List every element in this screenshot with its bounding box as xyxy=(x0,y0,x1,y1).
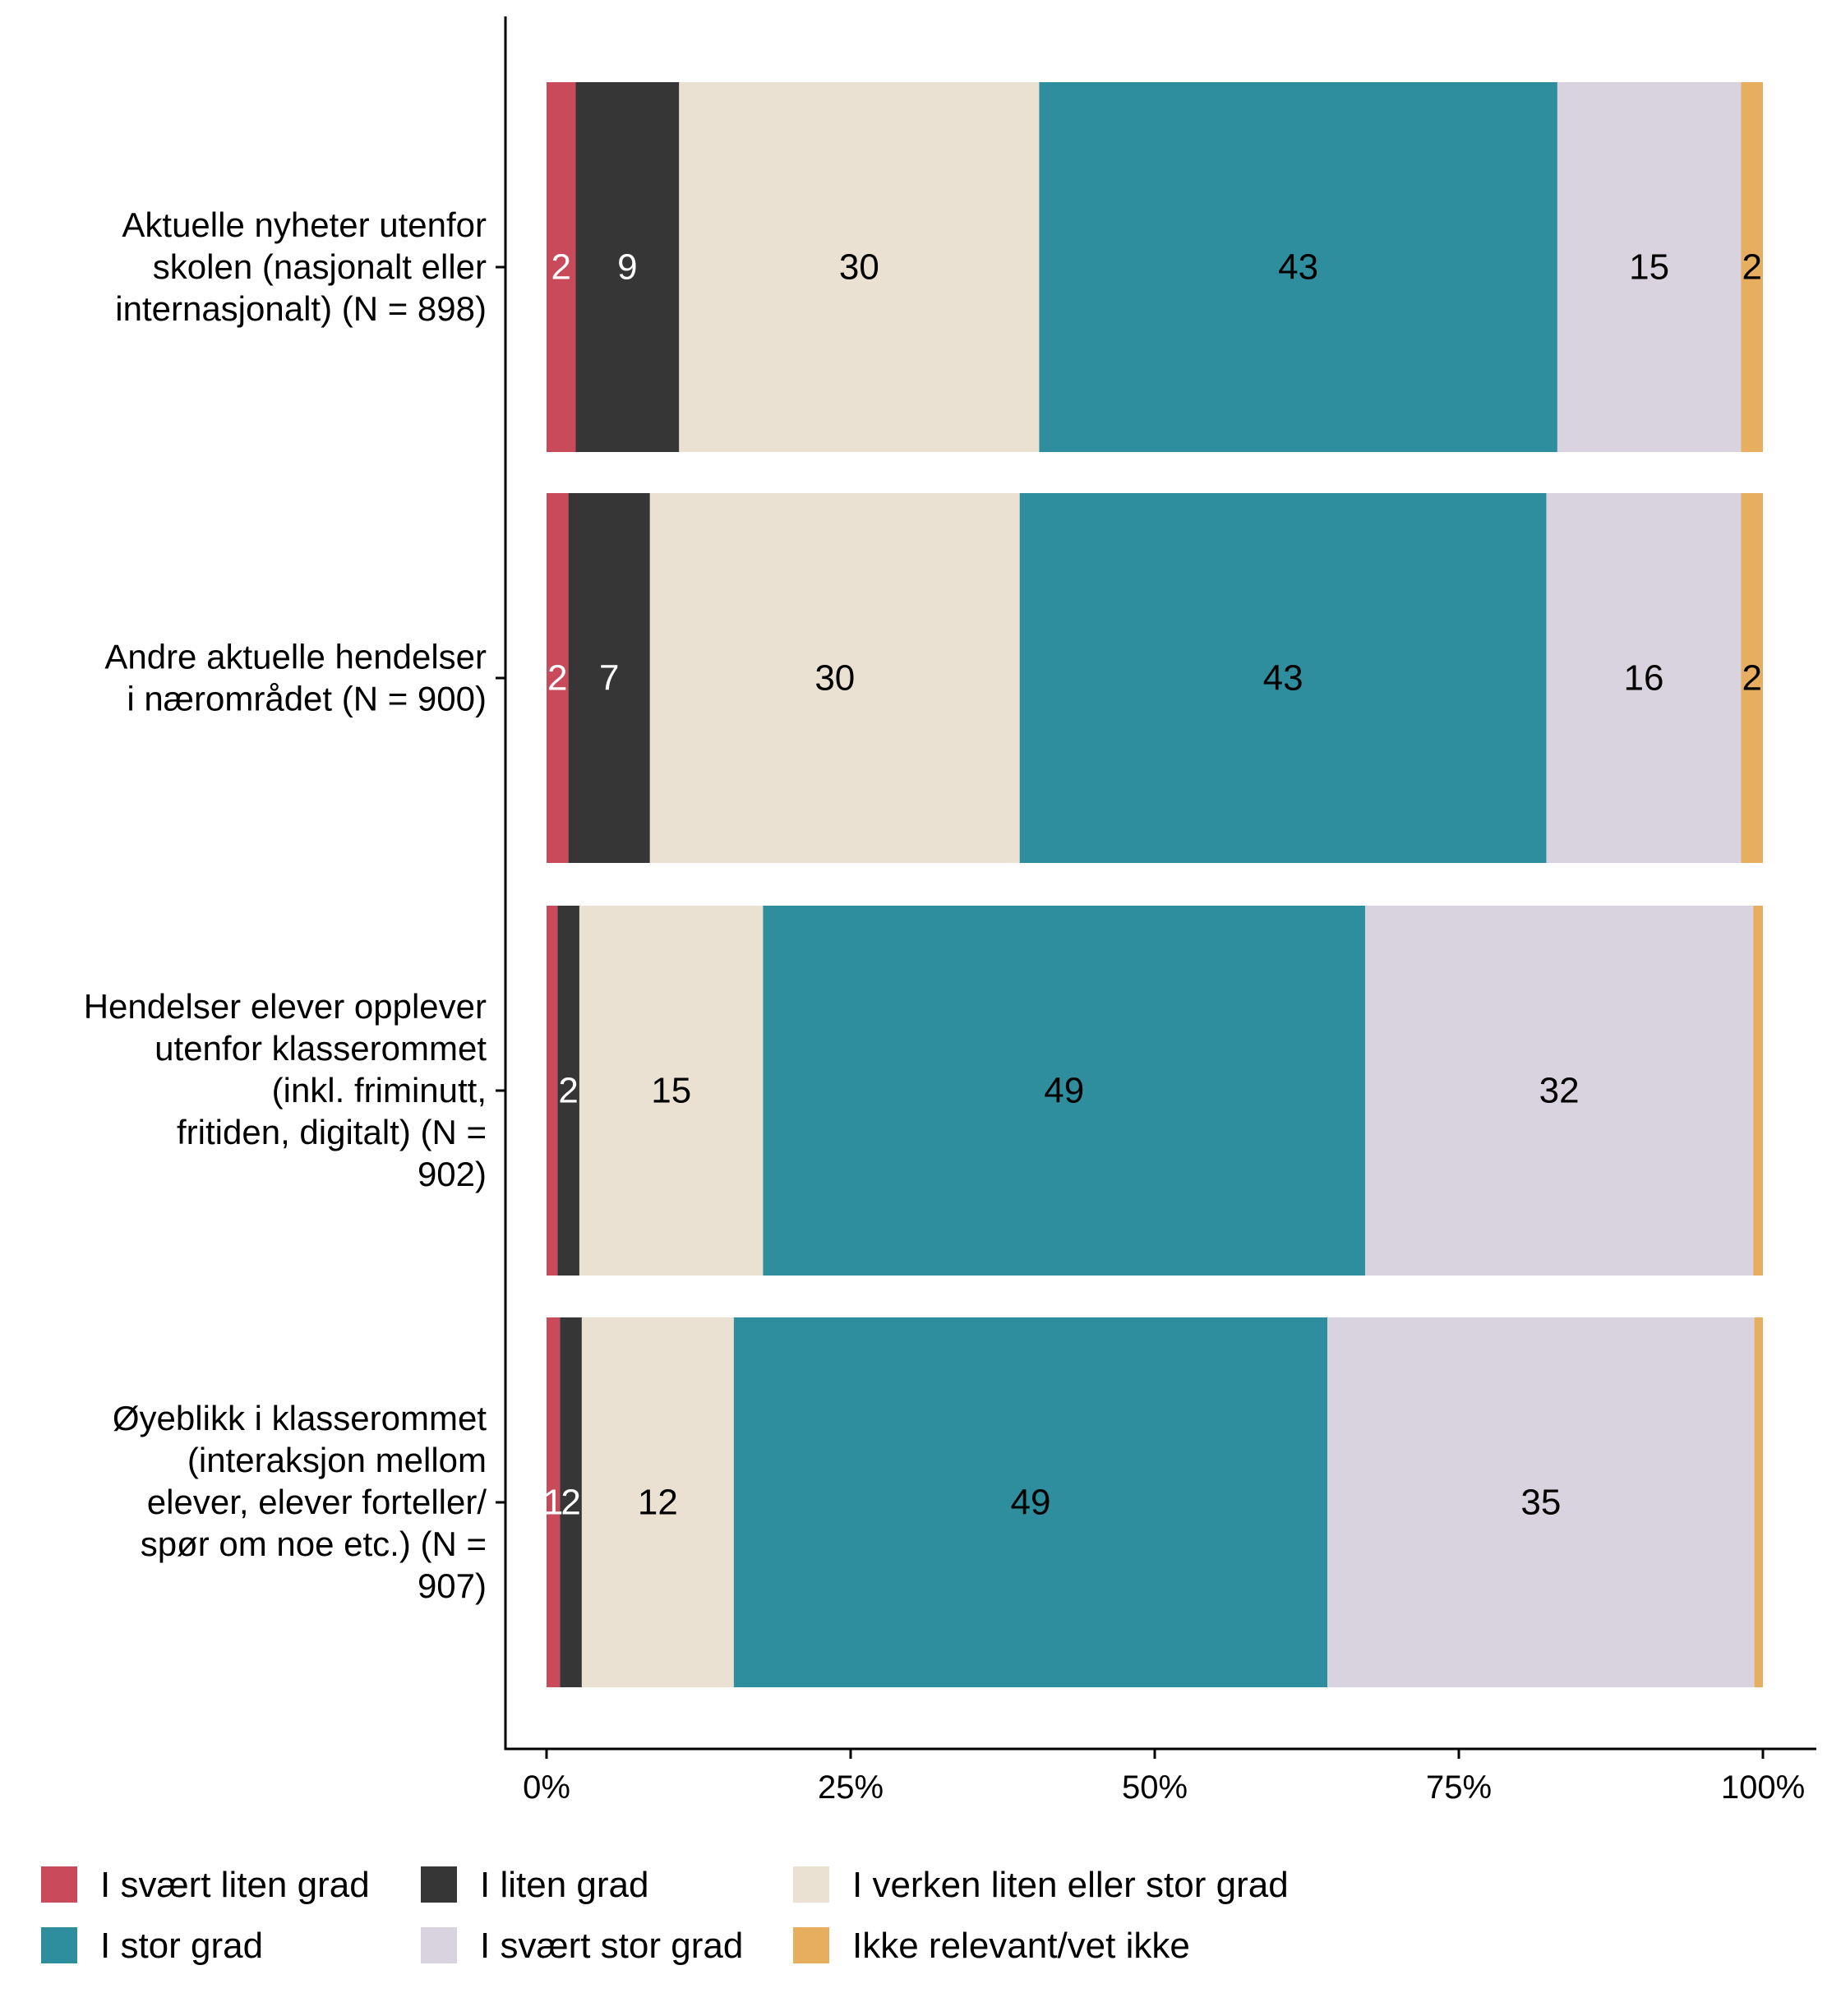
bar-value-label: 2 xyxy=(551,247,571,288)
category-label: Øyeblikk i klasserommet (interaksjon mell… xyxy=(113,1399,487,1605)
bar-segment xyxy=(1039,82,1557,452)
bar-segment xyxy=(579,906,764,1276)
bar-value-label: 7 xyxy=(599,658,619,699)
bar-value-label: 2 xyxy=(1742,247,1761,288)
legend-label: I stor grad xyxy=(100,1926,263,1966)
legend: I svært liten grad I liten grad I verken l… xyxy=(41,1865,1289,1966)
bar-segment xyxy=(1327,1317,1755,1687)
category-label: Hendelser elever opplever utenfor klasser… xyxy=(84,987,487,1193)
bar-value-label: 2 xyxy=(1742,658,1761,699)
legend-label: I liten grad xyxy=(480,1865,648,1905)
bar-segment xyxy=(733,1317,1328,1687)
legend-item: I stor grad xyxy=(41,1926,263,1966)
x-tick-label: 25% xyxy=(818,1769,884,1806)
legend-swatch xyxy=(41,1927,77,1963)
bar-segment xyxy=(1557,82,1742,452)
bar-value-label: 43 xyxy=(1263,658,1303,699)
bar-segment xyxy=(547,1317,561,1687)
bar-value-label: 43 xyxy=(1278,247,1318,288)
bar-value-label: 15 xyxy=(651,1071,691,1111)
axes-layer: 0% 25% 50% 75% 100% xyxy=(496,16,1816,1806)
category-label: Andre aktuelle hendelser i nærområdet (N … xyxy=(104,638,487,718)
category-labels-layer: Aktuelle nyheter utenfor skolen (nasjonal… xyxy=(84,205,487,1605)
bar-segment xyxy=(547,906,558,1276)
bar-value-label: 2 xyxy=(561,1483,580,1523)
bars-layer xyxy=(547,82,1763,1687)
bar-value-label: 16 xyxy=(1624,658,1664,699)
legend-swatch xyxy=(421,1866,457,1903)
bar-segment xyxy=(1546,493,1742,863)
bar-segment xyxy=(649,493,1020,863)
legend-swatch xyxy=(41,1866,77,1903)
bar-segment xyxy=(547,82,576,452)
bar-segment xyxy=(1754,1317,1763,1687)
legend-swatch xyxy=(793,1866,829,1903)
bar-segment xyxy=(1753,906,1763,1276)
x-tick-label: 75% xyxy=(1426,1769,1492,1806)
bar-value-label: 12 xyxy=(638,1483,678,1523)
bar-value-label: 9 xyxy=(617,247,637,288)
legend-label: Ikke relevant/vet ikke xyxy=(852,1926,1190,1966)
bar-value-label: 2 xyxy=(558,1071,578,1111)
legend-item: Ikke relevant/vet ikke xyxy=(793,1926,1190,1966)
bar-segment xyxy=(1741,82,1763,452)
legend-swatch xyxy=(793,1927,829,1963)
bar-segment xyxy=(1365,906,1754,1276)
legend-label: I svært stor grad xyxy=(480,1926,743,1966)
bar-value-label: 35 xyxy=(1520,1483,1561,1523)
legend-label: I svært liten grad xyxy=(100,1865,370,1905)
legend-item: I verken liten eller stor grad xyxy=(793,1865,1289,1905)
bar-segment xyxy=(575,82,680,452)
bar-value-label: 1 xyxy=(543,1483,563,1523)
legend-swatch xyxy=(421,1927,457,1963)
bar-segment xyxy=(763,906,1365,1276)
bar-segment xyxy=(560,1317,582,1687)
legend-item: I svært liten grad xyxy=(41,1865,370,1905)
bar-value-label: 30 xyxy=(839,247,879,288)
bar-segment xyxy=(1019,493,1547,863)
bar-segment xyxy=(568,493,650,863)
x-tick-label: 50% xyxy=(1122,1769,1188,1806)
legend-label: I verken liten eller stor grad xyxy=(852,1865,1289,1905)
bar-segment xyxy=(547,493,569,863)
bar-value-label: 30 xyxy=(814,658,855,699)
bar-value-label: 32 xyxy=(1539,1071,1580,1111)
bar-value-label: 49 xyxy=(1044,1071,1084,1111)
bar-value-label: 49 xyxy=(1011,1483,1051,1523)
bar-value-label: 2 xyxy=(547,658,567,699)
bar-segment xyxy=(1741,493,1763,863)
legend-item: I svært stor grad xyxy=(421,1926,743,1966)
x-tick-label: 100% xyxy=(1721,1769,1805,1806)
x-tick-label: 0% xyxy=(523,1769,570,1806)
bar-segment xyxy=(557,906,579,1276)
bar-value-label: 15 xyxy=(1629,247,1669,288)
bar-segment xyxy=(581,1317,734,1687)
legend-item: I liten grad xyxy=(421,1865,648,1905)
bar-segment xyxy=(679,82,1040,452)
category-label: Aktuelle nyheter utenfor skolen (nasjonal… xyxy=(115,205,487,328)
